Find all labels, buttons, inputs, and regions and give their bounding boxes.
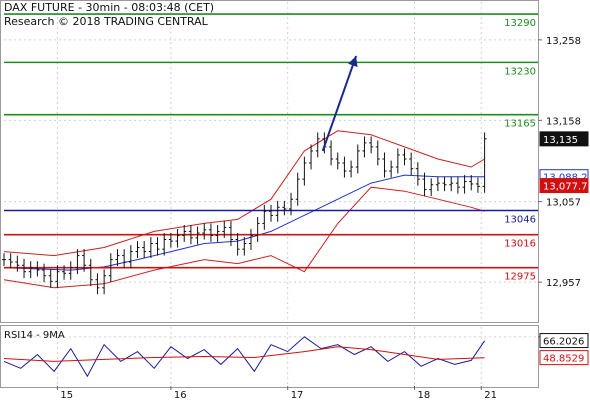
x-tick-label-2: 17 [291,390,304,400]
chart-title: DAX FUTURE - 30min - 08:03:48 (CET) [4,1,214,14]
y-tick-label-0: 13,258 [546,36,581,47]
rsi-badge-bg-1 [539,350,589,366]
y-tick-label-1: 13,158 [546,116,581,127]
bb-upper-line [3,130,485,257]
level-label-13016: 13016 [504,239,536,250]
x-tick-label-3: 18 [418,390,431,400]
level-label-12975: 12975 [504,272,536,283]
x-tick-label-1: 16 [174,390,187,400]
price-badge-bg-2 [539,178,589,194]
price-badge-2: 13,077.7 [543,182,588,193]
y-tick-label-3: 12,957 [546,278,581,289]
rsi-title: RSI14 - 9MA [4,330,65,341]
forecast-arrow-head [348,55,358,68]
forecast-arrow [321,55,358,152]
levels-layer: 13290 13230 13165 13046 13016 12975 [4,13,538,283]
x-axis: 15 16 17 18 21 [56,386,497,401]
level-label-13165: 13165 [504,119,536,130]
rsi-series-RSI14 [3,336,486,378]
price-badge-0: 13,135 [543,135,578,146]
bb-lower-line [3,186,485,289]
grid-layer [4,2,538,386]
moving-average-line [3,174,485,271]
rsi-badge-1: 48.8529 [543,354,584,365]
level-label-13290: 13290 [504,18,536,29]
rsi-series-9MA [3,346,485,362]
level-label-13230: 13230 [504,66,536,77]
x-tick-label-4: 21 [484,390,497,400]
x-tick-label-0: 15 [60,390,73,400]
forecast-arrow-shaft [321,55,358,152]
bollinger-bands [3,130,485,289]
price-badge-bg-0 [539,131,589,147]
price-panel-frame [0,0,539,323]
chart-copyright: Research © 2018 TRADING CENTRAL [4,15,209,28]
rsi-badge-bg-0 [539,333,589,349]
rsi-panel [3,336,486,378]
rsi-panel-frame [0,325,539,388]
price-series [2,132,487,295]
y-tick-label-2: 13,057 [546,198,581,209]
level-label-13046: 13046 [504,215,536,226]
rsi-badge-0: 66.2026 [543,337,584,348]
